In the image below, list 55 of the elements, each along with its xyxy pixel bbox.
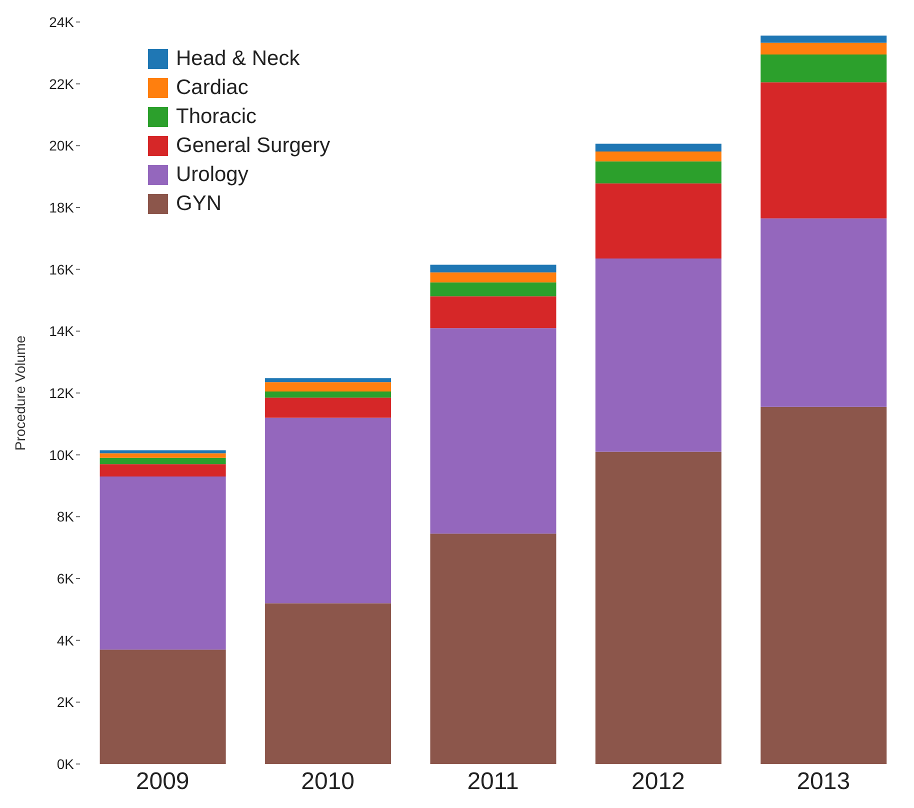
bar	[265, 382, 392, 392]
legend-label: Urology	[176, 162, 248, 188]
y-tick-label: 4K	[56, 632, 75, 648]
bar	[265, 418, 392, 604]
bar	[265, 398, 392, 418]
x-tick-label: 2010	[301, 768, 354, 796]
bar	[100, 453, 226, 458]
bar	[430, 534, 556, 764]
bar	[430, 282, 556, 296]
bar	[760, 218, 887, 407]
x-tick-label: 2009	[136, 768, 190, 796]
bar	[595, 161, 722, 184]
bar	[595, 152, 722, 162]
bar	[595, 144, 722, 152]
legend-label: General Surgery	[176, 133, 330, 159]
legend-label: Head & Neck	[176, 46, 300, 72]
legend-label: Cardiac	[176, 75, 248, 101]
y-axis-title: Procedure Volume	[12, 335, 28, 451]
bar	[100, 650, 226, 764]
bar	[760, 82, 887, 218]
bar	[430, 296, 556, 328]
bar	[760, 406, 887, 764]
bar	[760, 54, 887, 82]
y-tick-label: 14K	[49, 323, 75, 340]
bar	[595, 183, 722, 259]
bar	[100, 476, 226, 650]
bar	[595, 258, 722, 452]
bar	[595, 452, 722, 764]
y-tick-label: 20K	[49, 138, 75, 154]
x-tick-label: 2011	[467, 768, 519, 796]
x-tick-label: 2012	[632, 768, 685, 796]
y-tick-label: 24K	[49, 14, 75, 30]
y-tick-label: 10K	[49, 446, 75, 463]
bar	[430, 264, 556, 272]
y-tick-label: 2K	[56, 694, 75, 710]
y-tick-label: 18K	[49, 199, 75, 216]
y-tick-label: 8K	[56, 508, 75, 525]
bar	[430, 272, 556, 282]
y-tick-label: 16K	[49, 261, 75, 278]
bar	[265, 391, 392, 398]
bar	[265, 603, 392, 764]
bar	[100, 464, 226, 476]
legend-label: GYN	[176, 191, 222, 217]
bar	[265, 378, 392, 382]
bar	[760, 36, 887, 43]
x-tick-label: 2013	[796, 768, 850, 796]
y-tick-label: 0K	[56, 756, 75, 772]
bar	[100, 450, 226, 454]
legend-label: Thoracic	[176, 104, 257, 130]
y-tick-label: 6K	[56, 570, 75, 586]
bar	[100, 458, 226, 464]
bar	[760, 42, 887, 54]
bar	[430, 328, 556, 534]
y-tick-label: 12K	[49, 384, 75, 401]
y-tick-label: 22K	[49, 76, 75, 92]
